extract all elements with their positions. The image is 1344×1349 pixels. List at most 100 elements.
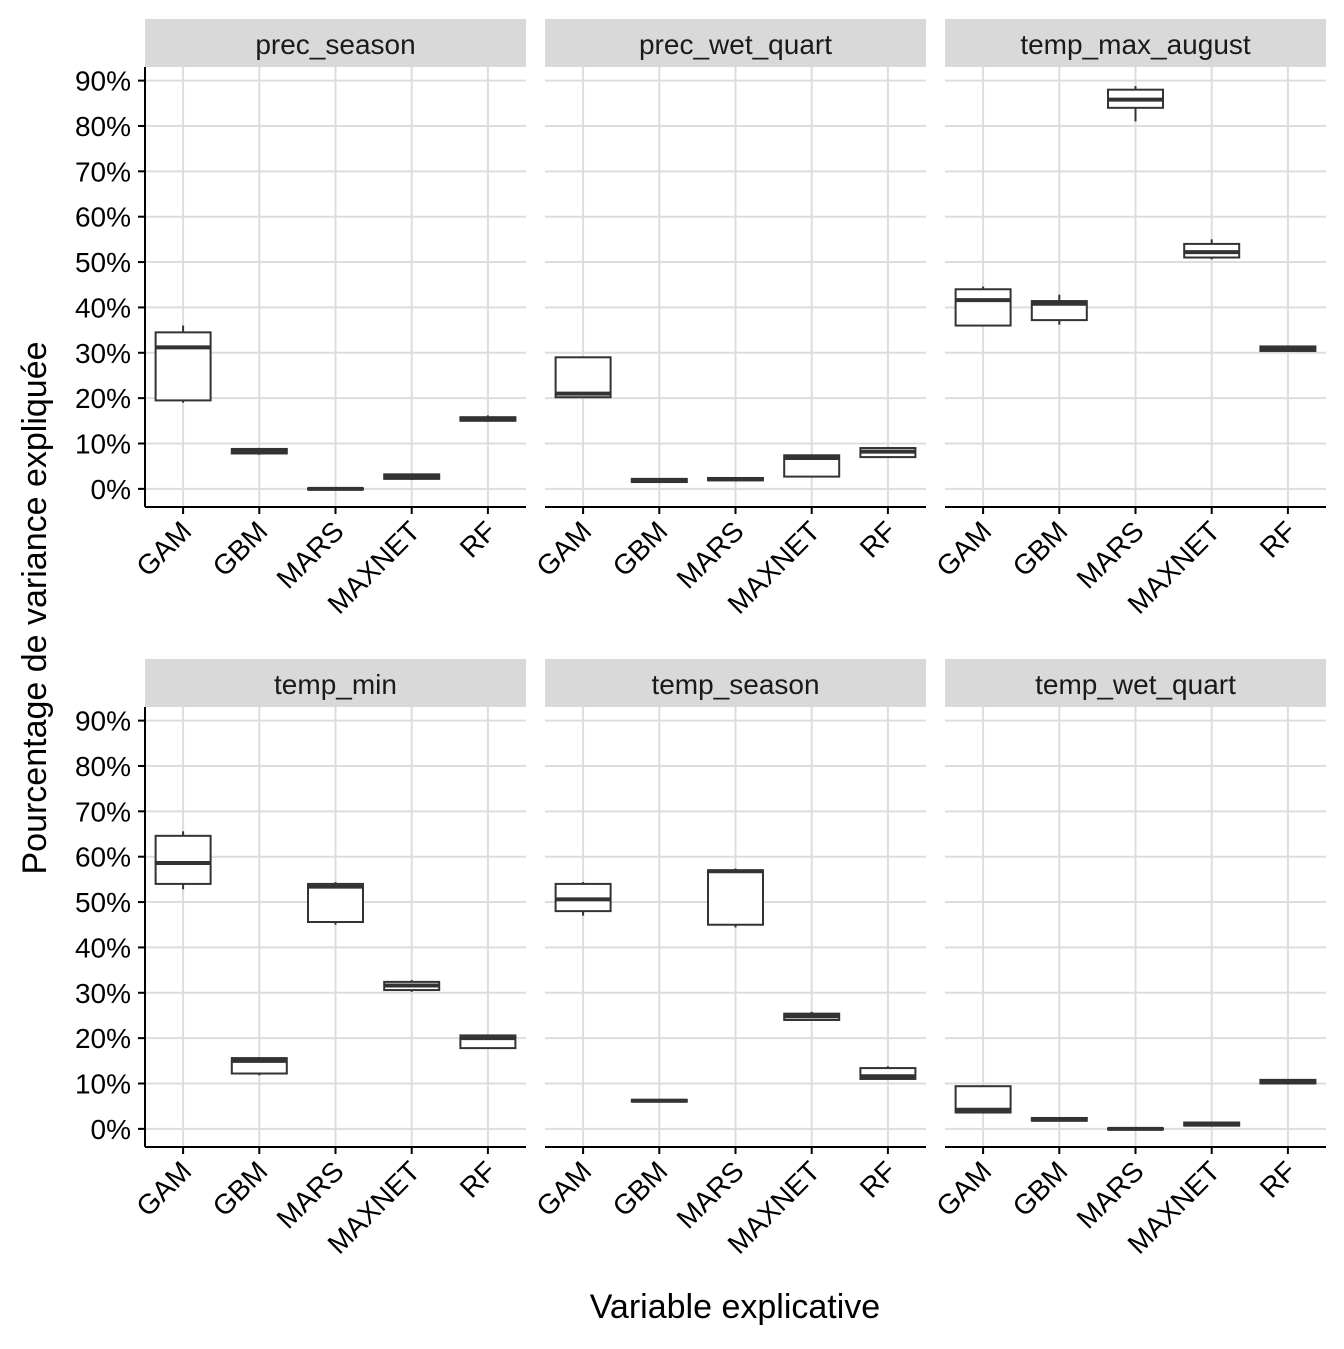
box-mars bbox=[707, 868, 764, 928]
box-gbm bbox=[1030, 1116, 1088, 1122]
box-gam bbox=[954, 286, 1012, 327]
y-tick-label: 40% bbox=[75, 292, 131, 323]
y-tick-label: 20% bbox=[75, 1023, 131, 1054]
facet-strip bbox=[145, 659, 526, 707]
facet-strip bbox=[945, 659, 1326, 707]
facet-strip-label: temp_min bbox=[274, 669, 397, 700]
box-iqr bbox=[154, 834, 212, 885]
y-tick-label: 80% bbox=[75, 111, 131, 142]
box-mars bbox=[307, 486, 364, 491]
y-tick-label: 0% bbox=[91, 474, 131, 505]
box-mars bbox=[1107, 1126, 1164, 1131]
box-iqr bbox=[954, 288, 1012, 327]
x-tick-label: GBM bbox=[1007, 515, 1074, 582]
box-gbm bbox=[1030, 294, 1088, 325]
box-gbm bbox=[630, 1098, 688, 1103]
x-tick-label: GAM bbox=[930, 1155, 997, 1222]
x-tick-label: GBM bbox=[207, 515, 274, 582]
y-tick-label: 20% bbox=[75, 383, 131, 414]
facet-panel: prec_season 0% 10% 20% 30% 40% 50% 60% 70% 80% 90%… bbox=[75, 19, 526, 620]
y-tick-label: 40% bbox=[75, 932, 131, 963]
y-tick-label: 50% bbox=[75, 887, 131, 918]
x-tick-label: GBM bbox=[607, 1155, 674, 1222]
box-maxnet bbox=[383, 473, 441, 480]
y-tick-label: 0% bbox=[91, 1114, 131, 1145]
facet-strip-label: prec_wet_quart bbox=[639, 29, 832, 60]
x-tick-label: RF bbox=[854, 1155, 902, 1203]
y-tick-label: 50% bbox=[75, 247, 131, 278]
y-tick-label: 90% bbox=[75, 66, 131, 97]
box-gbm bbox=[630, 477, 688, 484]
x-tick-label: GAM bbox=[930, 515, 997, 582]
box-iqr bbox=[707, 869, 764, 926]
box-gam bbox=[554, 882, 612, 916]
box-iqr bbox=[554, 356, 612, 399]
x-tick-label: GAM bbox=[530, 1155, 597, 1222]
facet-strip-label: prec_season bbox=[255, 29, 415, 60]
box-mars bbox=[707, 476, 764, 482]
y-axis-title: Pourcentage de variance expliquée bbox=[16, 341, 54, 874]
y-tick-label: 70% bbox=[75, 796, 131, 827]
facet-strip bbox=[545, 659, 926, 707]
x-tick-label: GAM bbox=[530, 515, 597, 582]
box-gam bbox=[154, 325, 212, 403]
box-iqr bbox=[783, 454, 841, 478]
x-tick-label: RF bbox=[454, 1155, 502, 1203]
box-gam bbox=[554, 356, 612, 399]
facet-strip bbox=[145, 19, 526, 67]
box-iqr bbox=[859, 1067, 917, 1080]
box-iqr bbox=[1030, 300, 1088, 322]
x-axis-title: Variable explicative bbox=[590, 1288, 880, 1326]
box-rf bbox=[859, 447, 917, 459]
facet-strip-label: temp_wet_quart bbox=[1035, 669, 1236, 700]
box-gbm bbox=[230, 1057, 288, 1076]
box-rf bbox=[459, 415, 517, 422]
x-tick-label: RF bbox=[1254, 1155, 1302, 1203]
facet-strip bbox=[945, 19, 1326, 67]
x-tick-label: GAM bbox=[130, 515, 197, 582]
x-tick-label: GAM bbox=[130, 1155, 197, 1222]
box-maxnet bbox=[1183, 1121, 1241, 1127]
y-tick-label: 10% bbox=[75, 428, 131, 459]
box-iqr bbox=[307, 882, 364, 924]
x-tick-label: RF bbox=[1254, 515, 1302, 563]
box-mars bbox=[307, 882, 364, 925]
box-iqr bbox=[154, 331, 212, 402]
box-rf bbox=[1259, 1078, 1317, 1085]
y-tick-label: 30% bbox=[75, 978, 131, 1009]
box-gam bbox=[954, 1085, 1012, 1114]
facet-strip-label: temp_season bbox=[651, 669, 819, 700]
panels-layer: prec_season 0% 10% 20% 30% 40% 50% 60% 70% 80% 90%… bbox=[75, 19, 1326, 1260]
y-tick-label: 10% bbox=[75, 1068, 131, 1099]
x-tick-label: GBM bbox=[1007, 1155, 1074, 1222]
facet-strip-label: temp_max_august bbox=[1020, 29, 1251, 60]
y-tick-label: 70% bbox=[75, 156, 131, 187]
box-rf bbox=[459, 1034, 517, 1050]
x-tick-label: RF bbox=[854, 515, 902, 563]
box-maxnet bbox=[1183, 239, 1241, 260]
facet-panel: temp_min 0% 10% 20% 30% 40% 50% 60% 70% 80% 90% GAM… bbox=[75, 659, 526, 1260]
box-rf bbox=[859, 1066, 917, 1080]
facet-strip bbox=[545, 19, 926, 67]
x-tick-label: RF bbox=[454, 515, 502, 563]
y-tick-label: 60% bbox=[75, 202, 131, 233]
box-gbm bbox=[230, 447, 288, 455]
y-tick-label: 60% bbox=[75, 842, 131, 873]
y-tick-label: 30% bbox=[75, 338, 131, 369]
box-maxnet bbox=[783, 1011, 841, 1021]
y-tick-label: 80% bbox=[75, 751, 131, 782]
box-maxnet bbox=[383, 980, 441, 992]
x-tick-label: GBM bbox=[207, 1155, 274, 1222]
y-tick-label: 90% bbox=[75, 706, 131, 737]
box-maxnet bbox=[783, 454, 841, 478]
x-tick-label: GBM bbox=[607, 515, 674, 582]
box-rf bbox=[1259, 345, 1317, 352]
box-gam bbox=[154, 831, 212, 890]
box-mars bbox=[1107, 86, 1164, 122]
